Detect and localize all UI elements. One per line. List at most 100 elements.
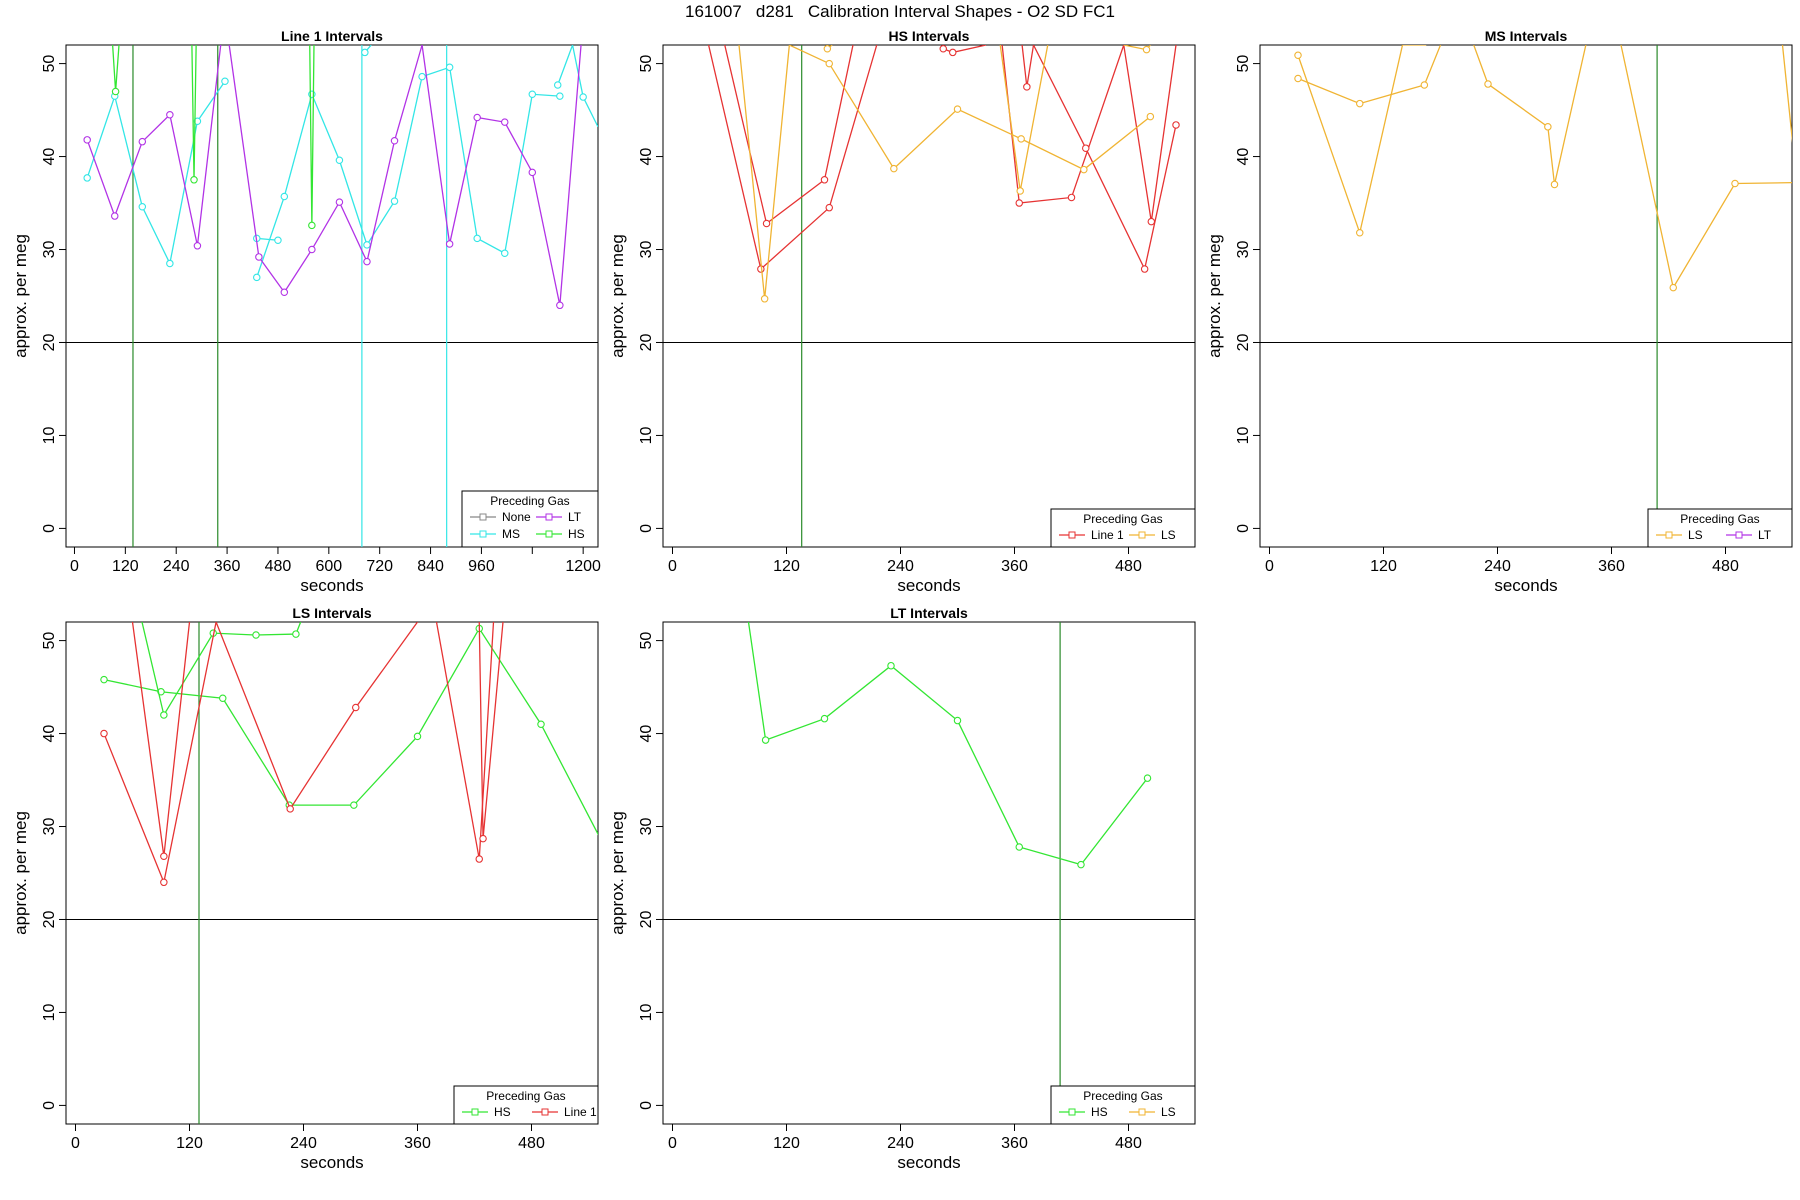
data-point-line-1	[351, 703, 360, 712]
data-point-lt	[110, 212, 119, 220]
legend-marker-hs	[471, 1108, 479, 1116]
x-tick-label: 0	[71, 1135, 80, 1152]
panel-title: MS Intervals	[1485, 28, 1568, 44]
data-point-lt	[308, 245, 316, 254]
y-axis-label: approx. per meg	[11, 811, 30, 935]
x-tick-label: 240	[1484, 558, 1511, 575]
series-line-line-1	[1032, 45, 1177, 272]
data-point-ms	[528, 90, 537, 99]
series-line-hs	[747, 622, 1149, 866]
data-point-ls	[1294, 74, 1302, 83]
y-tick-label: 40	[638, 725, 655, 743]
figure-title: 161007 d281 Calibration Interval Shapes …	[685, 2, 1115, 21]
y-tick-label: 10	[41, 1003, 58, 1021]
legend-marker-none	[479, 513, 487, 521]
x-tick-label: 120	[176, 1135, 203, 1152]
series-line-line-1	[103, 622, 419, 885]
x-tick-label: 0	[1265, 558, 1274, 575]
x-tick-label: 480	[518, 1135, 545, 1152]
y-tick-label: 0	[41, 524, 58, 533]
legend-label-hs: HS	[568, 527, 585, 541]
x-tick-label: 0	[70, 558, 79, 575]
series-line-ls	[1297, 45, 1427, 236]
data-point-ms	[553, 81, 562, 89]
x-tick-label: 360	[1001, 558, 1028, 575]
plot-area	[663, 45, 1195, 547]
data-point-line-1	[1082, 144, 1090, 152]
data-point-lt	[138, 137, 147, 146]
x-tick-label: 480	[1712, 558, 1739, 575]
data-point-line-1	[286, 805, 294, 813]
data-point-ls	[1731, 179, 1739, 188]
legend-marker-line-1	[541, 1108, 549, 1116]
plot-area	[66, 45, 598, 547]
y-axis-label: approx. per meg	[608, 234, 627, 358]
series-line-line-1	[724, 45, 854, 225]
y-tick-label: 50	[1235, 55, 1252, 73]
x-tick-label: 0	[668, 558, 677, 575]
y-tick-label: 30	[1235, 241, 1252, 259]
data-point-hs	[1077, 860, 1085, 869]
series-line-line-1	[707, 45, 878, 271]
legend-marker-ls	[1138, 1108, 1146, 1116]
data-point-hs	[350, 801, 358, 809]
data-point-line-1	[160, 878, 168, 887]
y-tick-label: 10	[638, 426, 655, 444]
data-point-ms	[138, 203, 147, 211]
data-point-line-1	[100, 729, 108, 738]
legend-label-ms: MS	[502, 527, 520, 541]
y-tick-label: 30	[638, 241, 655, 259]
x-tick-label: 360	[404, 1135, 431, 1152]
y-tick-label: 30	[638, 818, 655, 836]
legend-marker-ls	[1138, 531, 1146, 539]
data-point-hs	[252, 631, 260, 639]
x-tick-label: 480	[1115, 558, 1142, 575]
data-point-lt	[500, 118, 509, 126]
y-tick-label: 30	[41, 241, 58, 259]
y-tick-label: 50	[638, 55, 655, 73]
data-point-line-1	[948, 48, 957, 57]
plot-area	[663, 622, 1195, 1124]
data-point-hs	[100, 675, 108, 684]
series-line-ms	[256, 66, 560, 278]
x-tick-label: 120	[773, 558, 800, 575]
x-tick-label: 480	[265, 558, 292, 575]
y-tick-label: 10	[1235, 426, 1252, 444]
x-tick-label: 480	[1115, 1135, 1142, 1152]
data-point-line-1	[475, 855, 483, 863]
data-point-line-1	[939, 45, 947, 53]
y-tick-label: 30	[41, 818, 58, 836]
series-line-ls	[1781, 45, 1792, 144]
x-tick-label: 240	[290, 1135, 317, 1152]
legend-marker-line-1	[1068, 531, 1076, 539]
y-tick-label: 10	[41, 426, 58, 444]
x-tick-label: 840	[417, 558, 444, 575]
data-point-hs	[308, 221, 316, 230]
panel-title: HS Intervals	[889, 28, 970, 44]
data-point-line-1	[1067, 193, 1076, 202]
plot-area	[1260, 45, 1792, 547]
data-point-ls	[1669, 283, 1678, 292]
data-point-lt	[473, 113, 481, 122]
data-point-ls	[953, 105, 962, 113]
data-point-hs	[537, 720, 545, 729]
y-tick-label: 0	[638, 1101, 655, 1110]
legend-title: Preceding Gas	[1680, 512, 1759, 526]
x-axis-label: seconds	[897, 576, 960, 595]
data-point-ls	[1544, 123, 1552, 131]
series-line-ms	[557, 45, 598, 128]
x-axis-label: seconds	[897, 1153, 960, 1172]
y-tick-label: 40	[638, 148, 655, 166]
x-tick-label: 240	[887, 558, 914, 575]
series-line-lt	[86, 45, 222, 246]
x-tick-label: 240	[887, 1135, 914, 1152]
data-point-lt	[166, 110, 174, 119]
legend-marker-lt	[1735, 531, 1743, 539]
legend-box	[1050, 508, 1196, 548]
data-point-ms	[473, 234, 481, 243]
data-point-ls	[1484, 80, 1492, 88]
data-point-line-1	[1023, 83, 1031, 91]
